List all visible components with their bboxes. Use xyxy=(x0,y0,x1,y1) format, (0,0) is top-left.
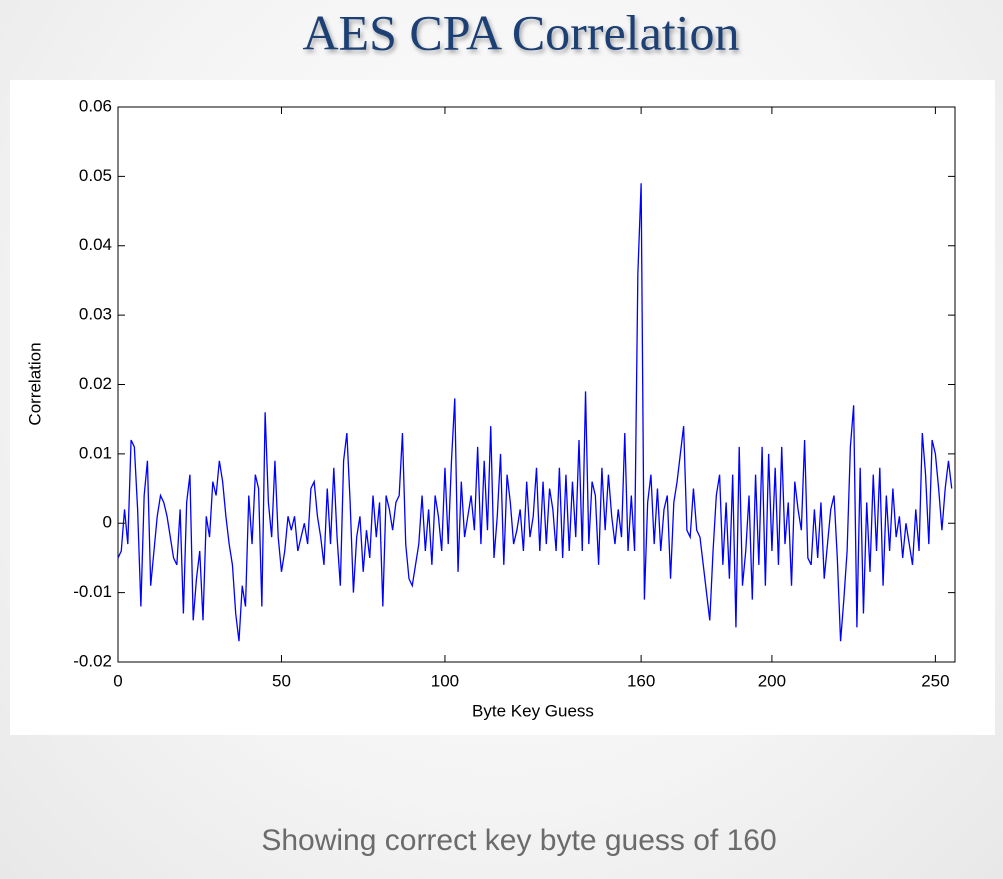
x-tick-label: 250 xyxy=(921,671,949,690)
y-tick-label: 0.04 xyxy=(79,235,112,254)
x-tick-label: 160 xyxy=(627,671,655,690)
y-axis-label: Correlation xyxy=(25,342,44,425)
plot-box xyxy=(117,106,956,663)
x-tick-label: 0 xyxy=(113,671,122,690)
y-tick-label: -0.01 xyxy=(73,582,112,601)
x-tick-label: 200 xyxy=(758,671,786,690)
y-tick-label: 0.06 xyxy=(79,96,112,115)
x-tick-label: 50 xyxy=(272,671,291,690)
y-tick-label: 0.05 xyxy=(79,166,112,185)
x-tick-label: 100 xyxy=(431,671,459,690)
y-tick-label: 0 xyxy=(103,513,112,532)
x-axis-label: Byte Key Guess xyxy=(472,701,594,720)
y-tick-label: 0.02 xyxy=(79,374,112,393)
y-tick-label: -0.02 xyxy=(73,651,112,670)
y-tick-label: 0.03 xyxy=(79,305,112,324)
y-tick-label: 0.01 xyxy=(79,443,112,462)
data-line xyxy=(117,183,953,642)
caption: Showing correct key byte guess of 160 xyxy=(261,824,776,857)
slide-title: AES CPA Correlation xyxy=(302,4,739,60)
